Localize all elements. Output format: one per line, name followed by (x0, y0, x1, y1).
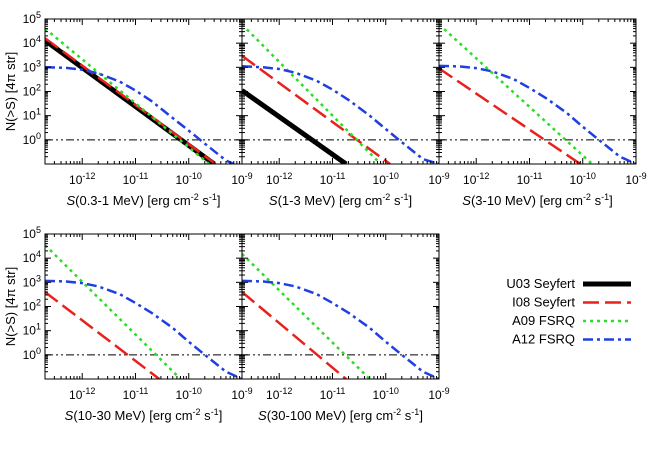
series-line-i08-seyfert (242, 54, 391, 164)
x-axis-label: S(1-3 MeV) [erg cm-2 s-1] (269, 192, 412, 208)
panel-4-background (45, 234, 242, 379)
x-tick-label: 10-11 (123, 386, 149, 402)
y-tick-label: 102 (23, 83, 41, 99)
y-tick-label: 100 (23, 131, 41, 147)
legend-label: A12 FSRQ (512, 332, 575, 347)
series-line-a09-fsrq (45, 27, 210, 164)
x-tick-label: 10-9 (428, 171, 449, 187)
panel-2-background (242, 19, 439, 164)
x-tick-label: 10-10 (373, 386, 399, 402)
series-line-i08-seyfert (45, 291, 161, 379)
y-tick-label: 104 (23, 249, 41, 265)
x-tick-label: 10-9 (231, 386, 252, 402)
x-tick-label: 10-9 (625, 171, 646, 187)
legend-label: I08 Seyfert (512, 295, 575, 310)
y-tick-label: 103 (23, 58, 41, 74)
y-tick-label: 101 (23, 322, 41, 338)
x-axis-label: S(0.3-1 MeV) [erg cm-2 s-1] (66, 192, 220, 208)
series-line-u03-seyfert (242, 88, 348, 164)
panel-3-background (439, 19, 636, 164)
x-tick-label: 10-9 (231, 171, 252, 187)
x-tick-label: 10-11 (123, 171, 149, 187)
series-line-i08-seyfert (242, 291, 347, 379)
x-tick-label: 10-12 (266, 171, 292, 187)
y-tick-label: 105 (23, 225, 41, 241)
x-tick-label: 10-12 (69, 171, 95, 187)
x-axis-label: S(30-100 MeV) [erg cm-2 s-1] (258, 407, 423, 423)
x-tick-label: 10-12 (266, 386, 292, 402)
panel-1-background (45, 19, 242, 164)
x-tick-label: 10-11 (320, 386, 346, 402)
x-tick-label: 10-10 (570, 171, 596, 187)
x-tick-label: 10-11 (517, 171, 543, 187)
x-tick-label: 10-12 (463, 171, 489, 187)
x-tick-label: 10-10 (176, 386, 202, 402)
y-tick-label: 105 (23, 10, 41, 26)
y-axis-label: N(>S) [4π str] (3, 267, 18, 346)
y-axis-label: N(>S) [4π str] (3, 52, 18, 131)
x-axis-label: S(3-10 MeV) [erg cm-2 s-1] (462, 192, 612, 208)
x-tick-label: 10-12 (69, 386, 95, 402)
series-line-i08-seyfert (439, 67, 582, 164)
x-tick-label: 10-10 (176, 171, 202, 187)
series-line-i08-seyfert (45, 37, 217, 164)
y-tick-label: 100 (23, 346, 41, 362)
x-tick-label: 10-10 (373, 171, 399, 187)
legend-label: U03 Seyfert (506, 276, 575, 291)
x-tick-label: 10-11 (320, 171, 346, 187)
x-axis-label: S(10-30 MeV) [erg cm-2 s-1] (65, 407, 223, 423)
x-tick-label: 10-9 (428, 386, 449, 402)
panel-5-background (242, 234, 439, 379)
series-line-u03-seyfert (45, 38, 216, 164)
legend-label: A09 FSRQ (512, 313, 575, 328)
y-tick-label: 103 (23, 273, 41, 289)
y-tick-label: 102 (23, 298, 41, 314)
y-tick-label: 104 (23, 34, 41, 50)
y-tick-label: 101 (23, 107, 41, 123)
series-line-a09-fsrq (242, 253, 371, 379)
series-line-a09-fsrq (242, 23, 382, 164)
